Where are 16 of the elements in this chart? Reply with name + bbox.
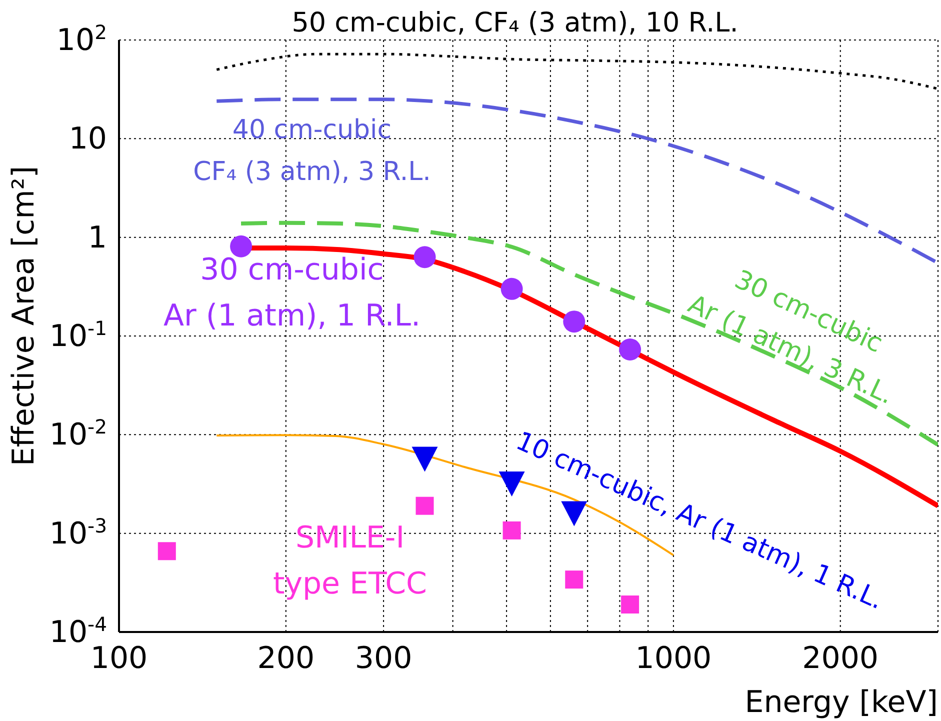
series-label: 50 cm-cubic, CF₄ (3 atm), 10 R.L. bbox=[292, 7, 738, 38]
y-tick-label: 10$^{-1}$ bbox=[49, 316, 107, 354]
y-tick-label: 1 bbox=[88, 220, 107, 256]
x-axis-title: Energy [keV] bbox=[744, 685, 938, 720]
series-label: 40 cm-cubic CF₄ (3 atm), 3 R.L. bbox=[193, 115, 431, 188]
x-tick-label: 300 bbox=[354, 641, 412, 676]
y-axis-title: Effective Area [cm²] bbox=[6, 166, 42, 466]
y-tick-label: 10$^{-2}$ bbox=[49, 415, 107, 453]
x-tick-label: 1000 bbox=[635, 641, 712, 676]
series-label: 30 cm-cubic Ar (1 atm), 1 R.L. bbox=[163, 252, 421, 334]
y-tick-label: 10 bbox=[68, 122, 107, 157]
y-tick-label: 10$^{2}$ bbox=[56, 20, 107, 58]
x-tick-label: 200 bbox=[257, 641, 315, 676]
y-tick-label: 10$^{-3}$ bbox=[49, 514, 107, 552]
x-tick-label: 2000 bbox=[802, 641, 879, 676]
series-label: SMILE-I type ETCC bbox=[273, 520, 427, 602]
